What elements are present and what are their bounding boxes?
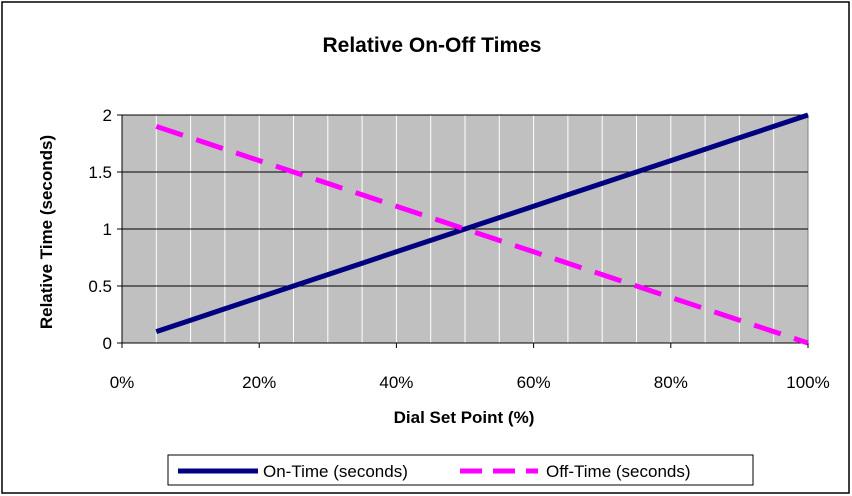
- y-tick-label: 0.5: [88, 277, 112, 296]
- legend-label-on-time: On-Time (seconds): [263, 462, 408, 481]
- y-tick-label: 1: [103, 220, 112, 239]
- chart-title: Relative On-Off Times: [322, 34, 541, 57]
- series-line-on-time: [155, 112, 809, 334]
- x-tick-label: 80%: [654, 373, 688, 392]
- x-tick-label: 100%: [786, 373, 829, 392]
- x-axis-label: Dial Set Point (%): [394, 408, 535, 427]
- y-tick-label: 1.5: [88, 163, 112, 182]
- horizontal-gridlines: [122, 114, 808, 287]
- legend-box: [167, 454, 754, 486]
- y-tick-label: 0: [103, 334, 112, 353]
- series-layer: [155, 112, 809, 346]
- legend-label-off-time: Off-Time (seconds): [546, 462, 691, 481]
- series-line-off-time: [155, 124, 809, 346]
- x-tick-label: 40%: [379, 373, 413, 392]
- x-tick-label: 20%: [242, 373, 276, 392]
- x-tick-label: 0%: [110, 373, 135, 392]
- y-axis-ticks: 0 0.5 1 1.5 2: [88, 106, 122, 353]
- x-axis-ticks: 0% 20% 40% 60% 80% 100%: [110, 343, 830, 392]
- y-axis-label: Relative Time (seconds): [37, 135, 56, 329]
- legend: On-Time (seconds) Off-Time (seconds): [167, 454, 754, 486]
- y-tick-label: 2: [103, 106, 112, 125]
- x-tick-label: 60%: [517, 373, 551, 392]
